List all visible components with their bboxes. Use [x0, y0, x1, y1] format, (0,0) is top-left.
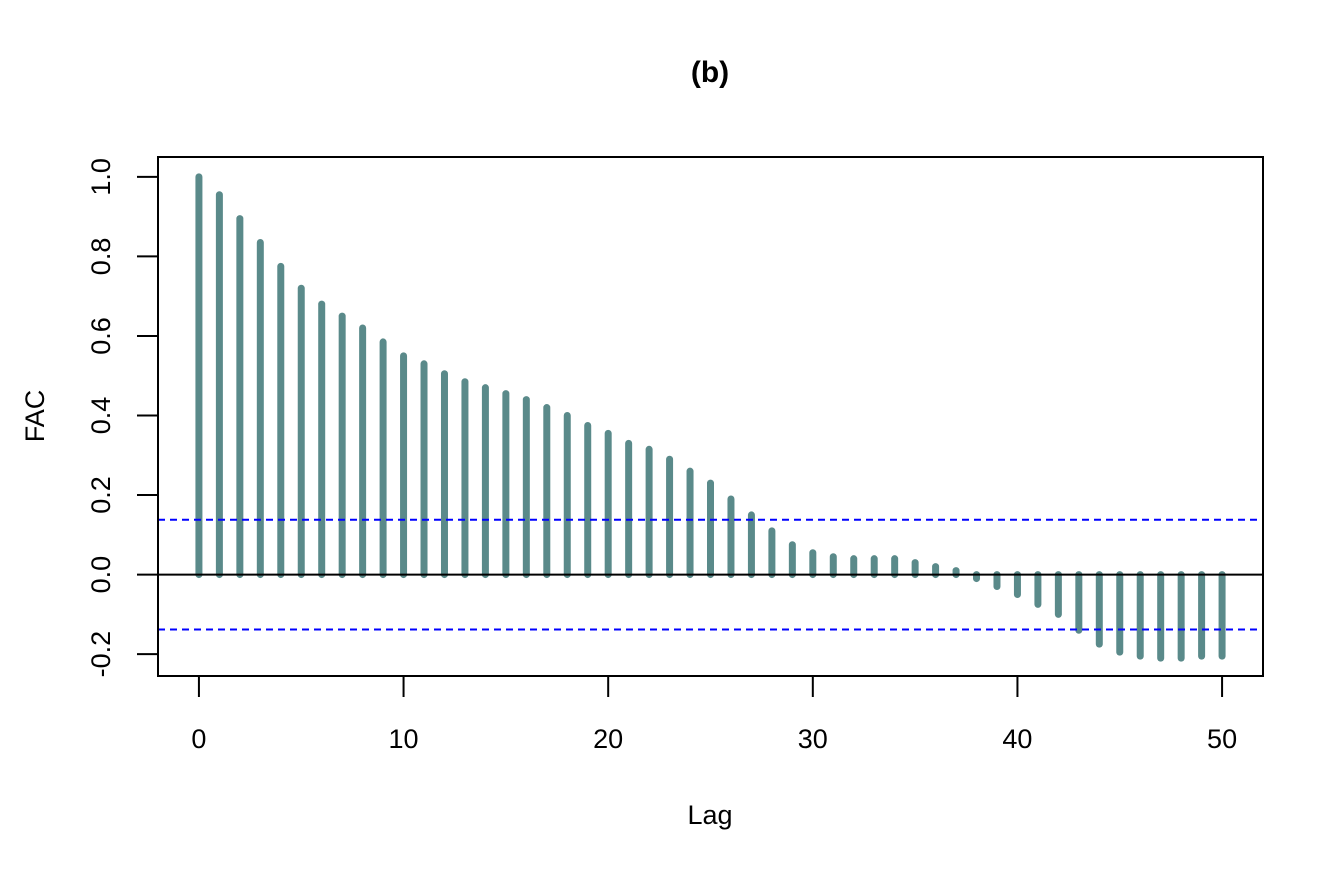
x-axis-label: Lag: [687, 800, 732, 830]
x-tick-label-50: 50: [1207, 724, 1237, 754]
x-tick-label-10: 10: [389, 724, 419, 754]
x-tick-label-20: 20: [593, 724, 623, 754]
y-tick-label-1.0: 1.0: [86, 158, 116, 196]
chart-title: (b): [691, 56, 729, 89]
y-tick-label-0.4: 0.4: [86, 397, 116, 435]
y-axis-label: FAC: [20, 390, 50, 443]
y-axis: -0.2 0.0 0.2 0.4 0.6 0.8 1.0: [86, 158, 159, 678]
x-tick-label-0: 0: [191, 724, 206, 754]
bars-group: [195, 173, 1226, 662]
x-tick-label-40: 40: [1002, 724, 1032, 754]
x-axis: 0 10 20 30 40 50: [191, 675, 1237, 754]
y-tick-label-0.0: 0.0: [86, 556, 116, 594]
y-tick-label-0.8: 0.8: [86, 238, 116, 276]
y-tick-label-0.2: 0.2: [86, 476, 116, 514]
y-tick-label-0.6: 0.6: [86, 317, 116, 355]
reference-lines: [158, 518, 1263, 631]
y-tick-label--0.2: -0.2: [86, 631, 116, 678]
x-tick-label-30: 30: [798, 724, 828, 754]
